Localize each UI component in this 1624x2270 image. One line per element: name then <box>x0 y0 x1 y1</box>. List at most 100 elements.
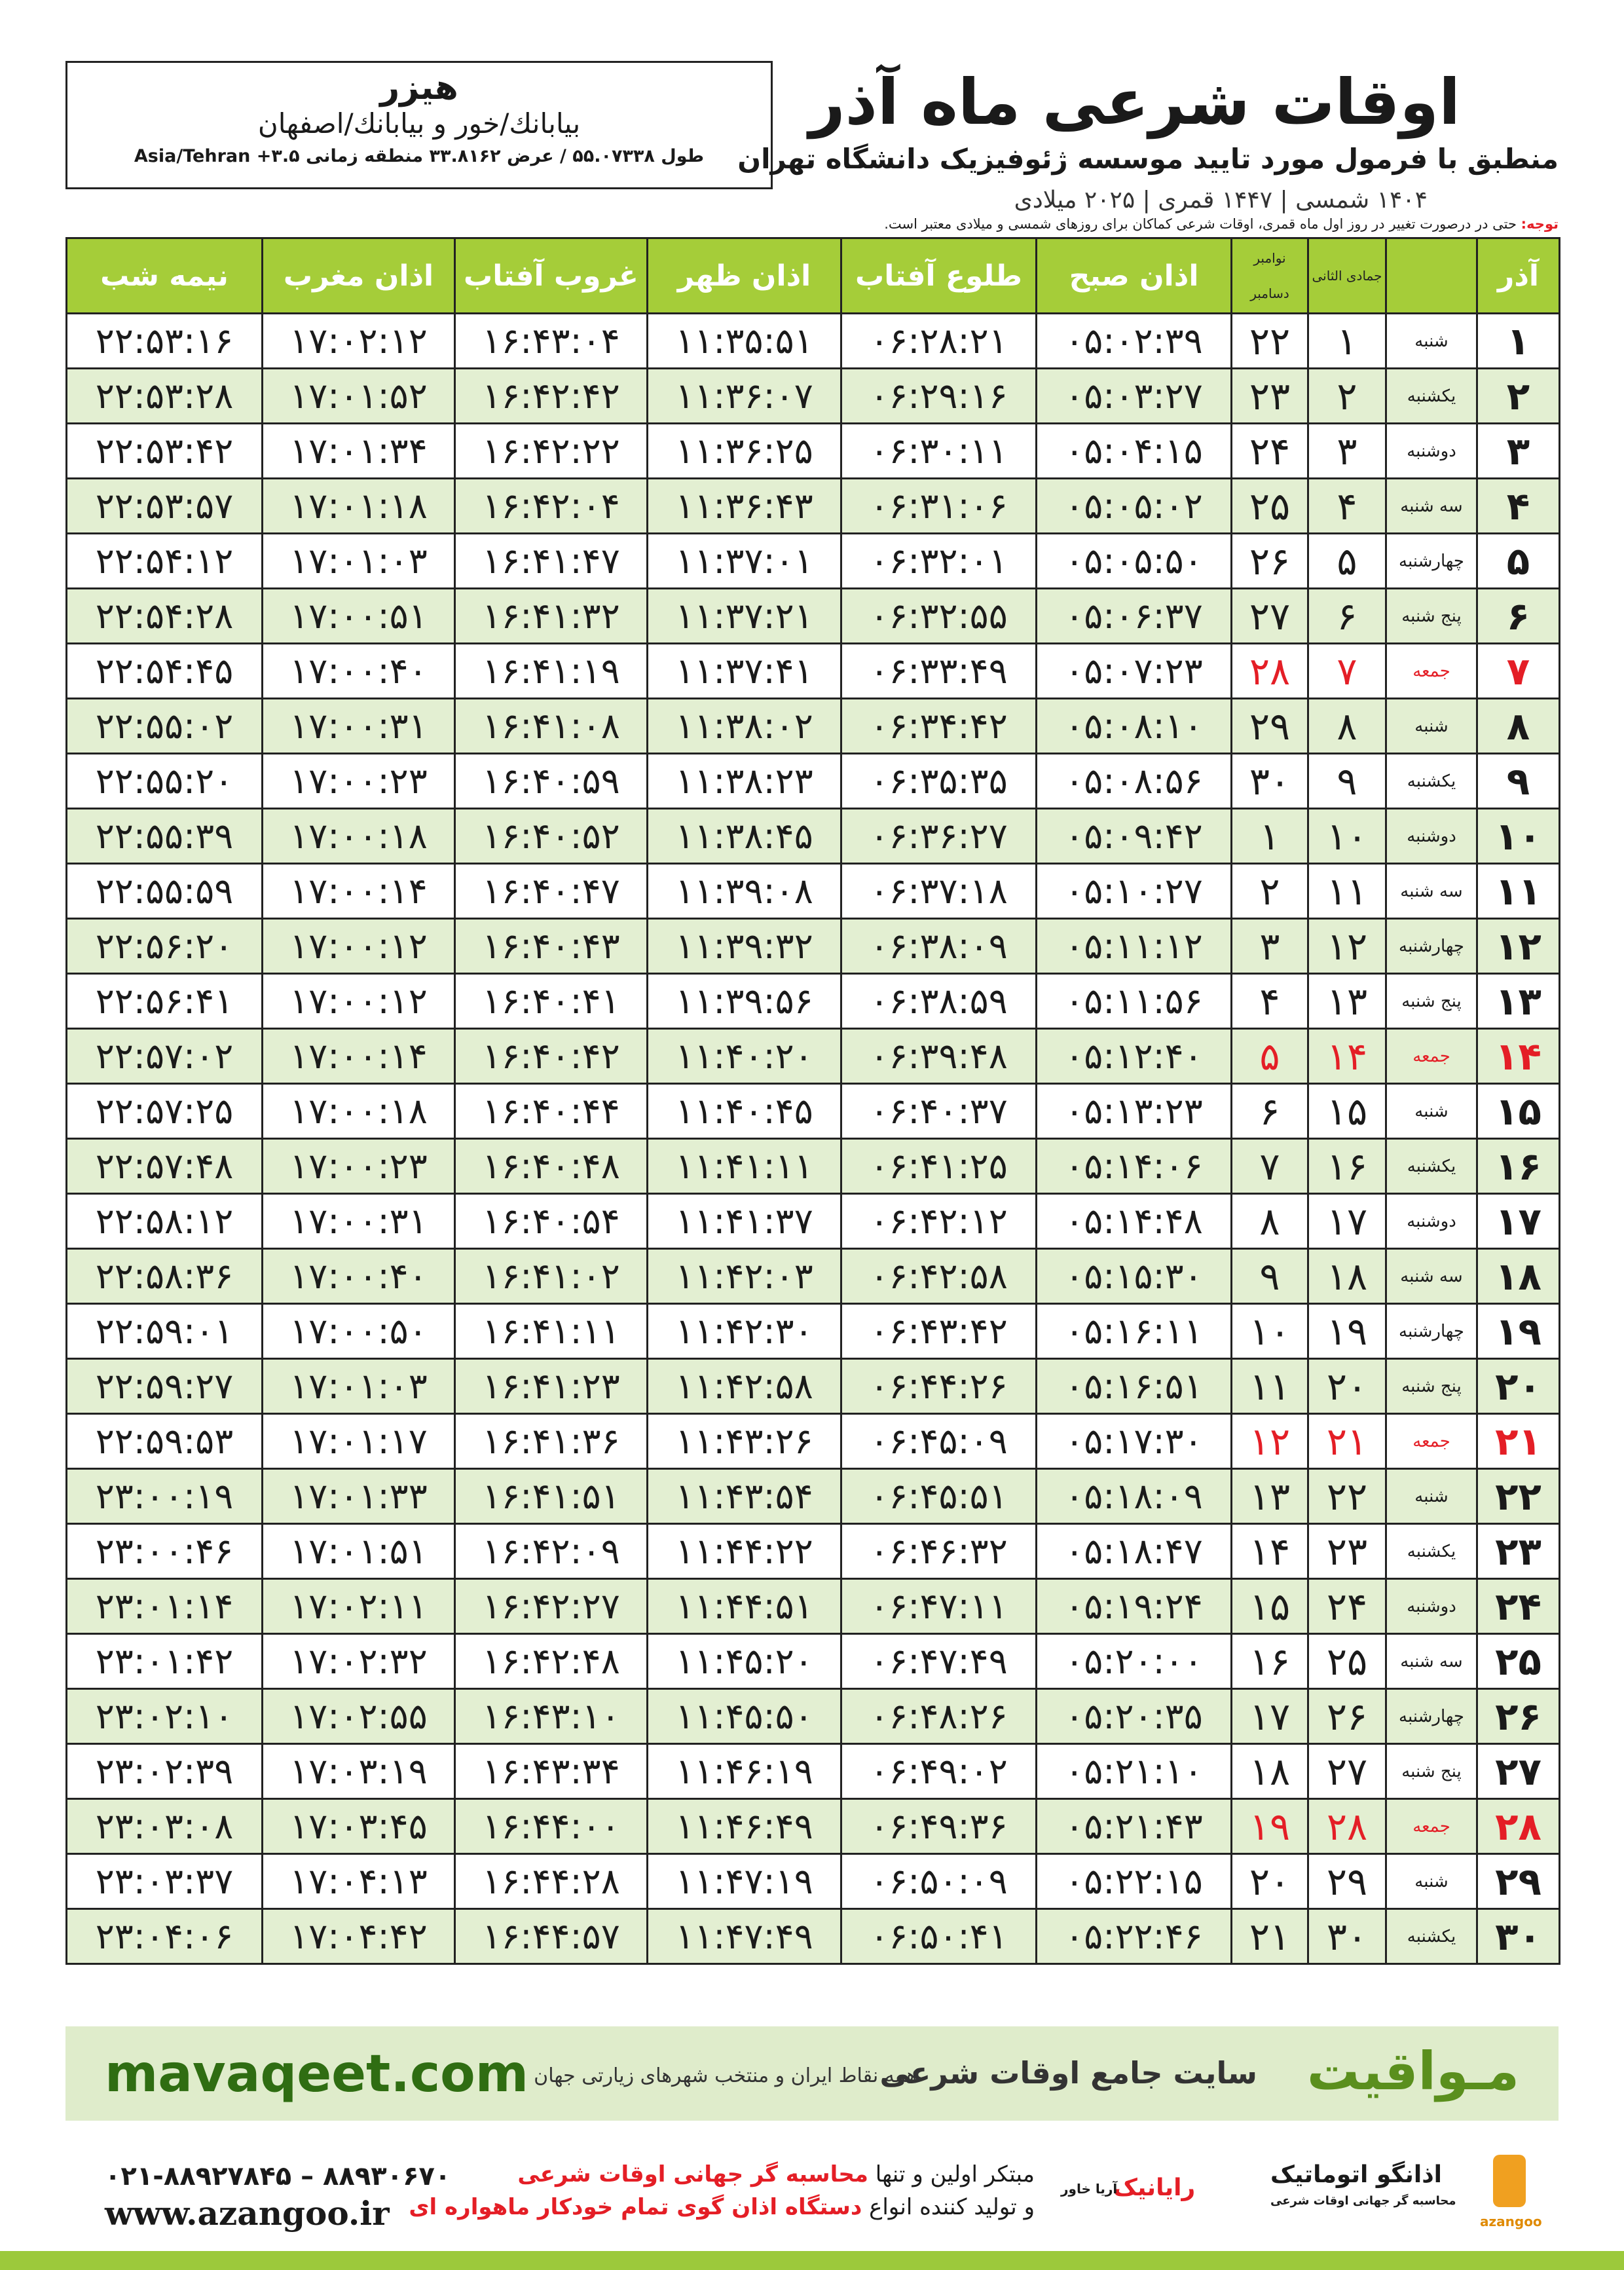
cell: ۸ <box>1476 698 1560 754</box>
row: ۷ جمعه ۷ ۲۸ ۰۵:۰۷:۲۳ ۰۶:۳۳:۴۹ ۱۱:۳۷:۴۱ ۱۶:۴۱:۱۹… <box>65 642 1560 699</box>
cell: ۱۶:۴۱:۲۳ <box>454 1358 648 1415</box>
cell: ۰۶:۵۰:۴۱ <box>840 1908 1037 1965</box>
cell: ۱۷:۰۴:۱۳ <box>261 1853 456 1910</box>
cell: جمعه <box>1385 642 1478 699</box>
cell: سه شنبه <box>1385 477 1478 534</box>
phone: ۰۲۱-۸۸۹۲۷۸۴۵ – ۸۸۹۳۰۶۷۰ <box>105 2161 451 2191</box>
cell: ۲۲:۵۵:۵۹ <box>65 863 263 920</box>
cell: ۰۶:۳۹:۴۸ <box>840 1028 1037 1085</box>
cell: ۲۳ <box>1476 1523 1560 1580</box>
cell: ۰۵:۲۱:۴۳ <box>1035 1798 1232 1855</box>
header-bottom: دسامبر <box>1250 286 1289 301</box>
cell: ۱۷:۰۱:۰۳ <box>261 1358 456 1415</box>
logo-raianik: رایانیک <box>1113 2174 1196 2201</box>
cell: ۲۲:۵۵:۳۹ <box>65 808 263 865</box>
cell: ۰۵:۱۴:۰۶ <box>1035 1138 1232 1195</box>
cell: ۷ <box>1476 642 1560 699</box>
cell: ۲۶ <box>1476 1688 1560 1745</box>
cell: ۲۴ <box>1476 1578 1560 1635</box>
cell: ۹ <box>1230 1248 1309 1305</box>
cell: ۰۶:۲۸:۲۱ <box>840 312 1037 369</box>
text: و تولید کننده انواع <box>869 2194 1035 2220</box>
cell: ۰۶:۳۶:۲۷ <box>840 808 1037 865</box>
cell: ۰۶:۳۸:۰۹ <box>840 918 1037 975</box>
cell: ۰۶:۴۷:۴۹ <box>840 1633 1037 1690</box>
cell: ۰۶:۳۱:۰۶ <box>840 477 1037 534</box>
cell: ۲۲:۵۹:۵۳ <box>65 1413 263 1470</box>
cell: ۱۶:۴۰:۴۴ <box>454 1083 648 1140</box>
cell: ۲۴ <box>1230 422 1309 479</box>
cell: ۱۷:۰۱:۵۲ <box>261 367 456 424</box>
cell: ۰۵:۱۸:۴۷ <box>1035 1523 1232 1580</box>
row: ۹ یکشنبه ۹ ۳۰ ۰۵:۰۸:۵۶ ۰۶:۳۵:۳۵ ۱۱:۳۸:۲۳ ۱۶:۴۰:… <box>65 753 1560 809</box>
cell: پنج شنبه <box>1385 587 1478 644</box>
header-cell: نیمه شب <box>65 237 263 314</box>
cell: ۲۷ <box>1476 1743 1560 1800</box>
text: مبتکر اولین و تنها <box>875 2161 1035 2187</box>
cell: ۱۹ <box>1230 1798 1309 1855</box>
cell: ۰۶:۳۰:۱۱ <box>840 422 1037 479</box>
row: ۲۶ چهارشنبه ۲۶ ۱۷ ۰۵:۲۰:۳۵ ۰۶:۴۸:۲۶ ۱۱:۴۵:۵۰ ۱۶… <box>65 1688 1560 1745</box>
cell: ۱۸ <box>1230 1743 1309 1800</box>
cell: ۱۷:۰۰:۲۳ <box>261 753 456 809</box>
cell: ۶ <box>1307 587 1387 644</box>
cell: ۱۷:۰۴:۴۲ <box>261 1908 456 1965</box>
cell: ۲۲:۵۸:۱۲ <box>65 1193 263 1250</box>
cell: یکشنبه <box>1385 1908 1478 1965</box>
cell: ۱۳ <box>1230 1468 1309 1525</box>
cell: ۳ <box>1476 422 1560 479</box>
row: ۲۱ جمعه ۲۱ ۱۲ ۰۵:۱۷:۳۰ ۰۶:۴۵:۰۹ ۱۱:۴۳:۲۶ ۱۶:۴۱:… <box>65 1413 1560 1470</box>
cell: ۰۶:۳۲:۵۵ <box>840 587 1037 644</box>
cell: ۰۵:۱۱:۵۶ <box>1035 973 1232 1030</box>
header-cell: اذان ظهر <box>646 237 842 314</box>
row: ۱۰ دوشنبه ۱۰ ۱ ۰۵:۰۹:۴۲ ۰۶:۳۶:۲۷ ۱۱:۳۸:۴۵ ۱۶:۴۰… <box>65 808 1560 865</box>
header-row: آذر جمادی الثانی نوامبر دسامبر اذان صبح ط… <box>65 237 1560 314</box>
logo-azangoo-sub: محاسبه گر جهانی اوقات شرعی <box>1270 2194 1456 2208</box>
cell: ۱۶:۴۲:۰۹ <box>454 1523 648 1580</box>
cell: ۲۰ <box>1307 1358 1387 1415</box>
cell: ۰۶:۴۹:۰۲ <box>840 1743 1037 1800</box>
cell: ۱۶:۴۴:۲۸ <box>454 1853 648 1910</box>
row: ۵ چهارشنبه ۵ ۲۶ ۰۵:۰۵:۵۰ ۰۶:۳۲:۰۱ ۱۱:۳۷:۰۱ ۱۶:۴… <box>65 532 1560 589</box>
cell: ۱۷:۰۰:۱۲ <box>261 973 456 1030</box>
cell: ۰۶:۵۰:۰۹ <box>840 1853 1037 1910</box>
title: اوقات شرعی ماه آذر <box>809 65 1460 139</box>
footer-line: و تولید کننده انواع دستگاه اذان گوی تمام… <box>409 2194 1035 2220</box>
cell: ۱۱ <box>1476 863 1560 920</box>
cell: ۱۱:۳۹:۵۶ <box>646 973 842 1030</box>
cell: ۰۵:۱۲:۴۰ <box>1035 1028 1232 1085</box>
cell: ۱۷:۰۰:۲۳ <box>261 1138 456 1195</box>
row: ۱۵ شنبه ۱۵ ۶ ۰۵:۱۳:۲۳ ۰۶:۴۰:۳۷ ۱۱:۴۰:۴۵ ۱۶:۴۰:۴… <box>65 1083 1560 1140</box>
cell: ۱۱:۳۶:۲۵ <box>646 422 842 479</box>
cell: ۱۱:۳۶:۴۳ <box>646 477 842 534</box>
cell: ۱۶:۴۰:۵۹ <box>454 753 648 809</box>
cell: دوشنبه <box>1385 1578 1478 1635</box>
cell: ۱۱:۳۵:۵۱ <box>646 312 842 369</box>
cell: ۱۶:۴۱:۳۶ <box>454 1413 648 1470</box>
cell: ۱۱ <box>1230 1358 1309 1415</box>
cell: ۳۰ <box>1307 1908 1387 1965</box>
header-cell: اذان مغرب <box>261 237 456 314</box>
cell: ۰۵:۰۸:۱۰ <box>1035 698 1232 754</box>
cell: ۱۶:۴۳:۱۰ <box>454 1688 648 1745</box>
cell: ۱۲ <box>1307 918 1387 975</box>
cell: ۰۵:۰۴:۱۵ <box>1035 422 1232 479</box>
cell: ۰۶:۳۲:۰۱ <box>840 532 1037 589</box>
cell: ۱۱:۴۱:۱۱ <box>646 1138 842 1195</box>
row: ۱ شنبه ۱ ۲۲ ۰۵:۰۲:۳۹ ۰۶:۲۸:۲۱ ۱۱:۳۵:۵۱ ۱۶:۴۳:۰۴… <box>65 312 1560 369</box>
logo-azangoo-en: azangoo <box>1480 2214 1542 2229</box>
cell: ۰۵:۲۱:۱۰ <box>1035 1743 1232 1800</box>
cell: یکشنبه <box>1385 1523 1478 1580</box>
cell: جمعه <box>1385 1028 1478 1085</box>
cell: ۱ <box>1230 808 1309 865</box>
cell: ۲۳:۰۲:۱۰ <box>65 1688 263 1745</box>
cell: ۱۱:۳۹:۳۲ <box>646 918 842 975</box>
cell: ۰۵:۰۲:۳۹ <box>1035 312 1232 369</box>
cell: ۱۶:۴۰:۴۱ <box>454 973 648 1030</box>
cell: ۱۳ <box>1476 973 1560 1030</box>
cell: ۱۷:۰۰:۱۸ <box>261 1083 456 1140</box>
cell: ۰۵:۱۴:۴۸ <box>1035 1193 1232 1250</box>
row: ۴ سه شنبه ۴ ۲۵ ۰۵:۰۵:۰۲ ۰۶:۳۱:۰۶ ۱۱:۳۶:۴۳ ۱۶:۴۲… <box>65 477 1560 534</box>
cell: ۲ <box>1307 367 1387 424</box>
cell: پنج شنبه <box>1385 1358 1478 1415</box>
